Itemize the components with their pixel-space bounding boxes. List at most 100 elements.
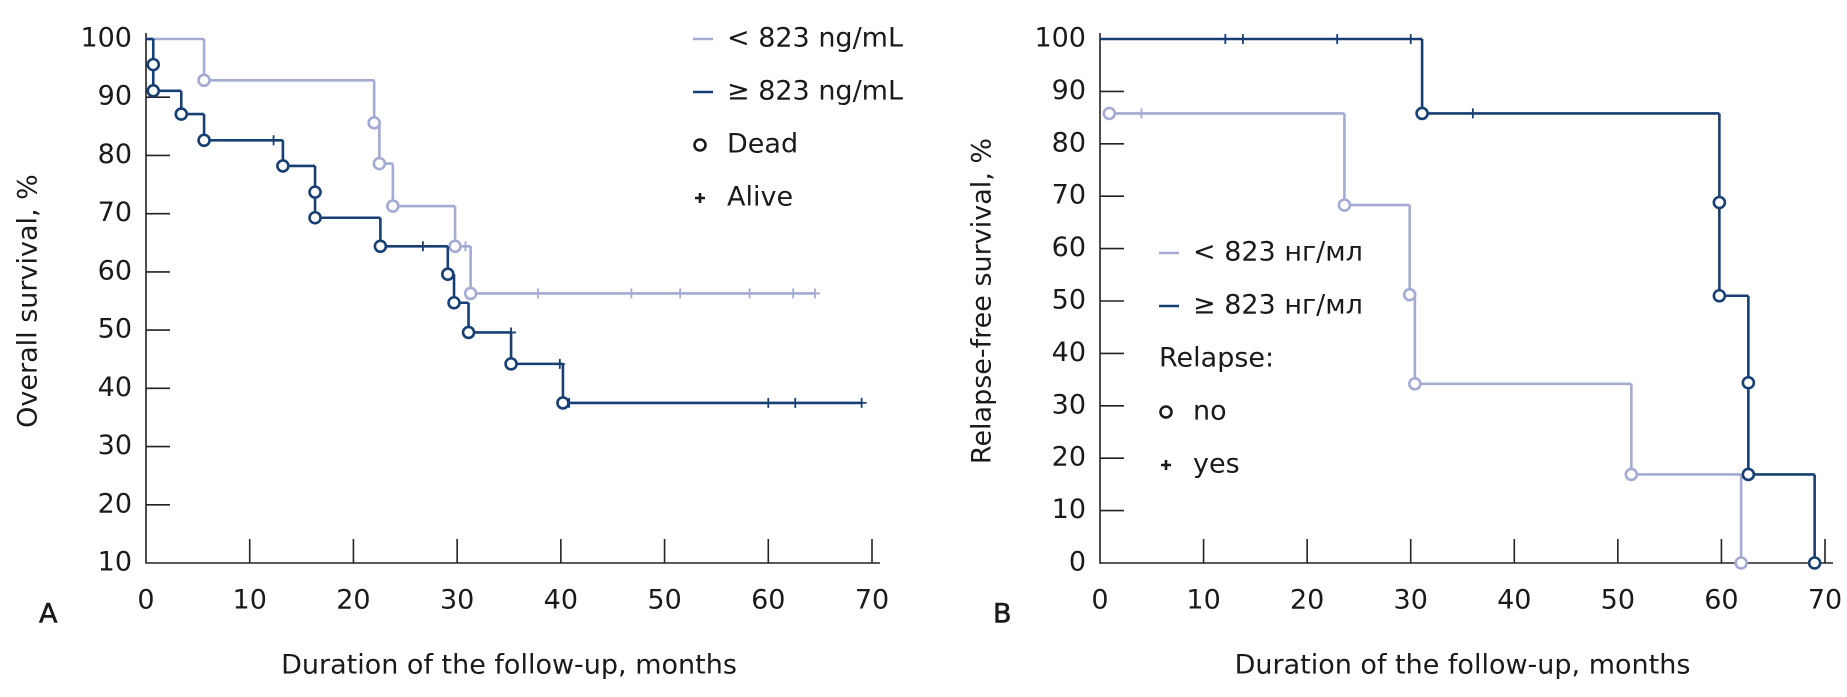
survival-step — [1630, 383, 1742, 476]
dead-marker — [372, 156, 387, 171]
x-tick-label: 60 — [751, 585, 785, 616]
dead-marker — [1408, 376, 1422, 391]
dead-marker — [146, 57, 161, 72]
legend-label: ≥ 823 ng/mL — [727, 76, 903, 107]
y-tick-label: 60 — [98, 255, 132, 286]
alive-marker — [790, 397, 801, 408]
dead-marker — [308, 210, 322, 225]
dead-marker — [1159, 405, 1173, 419]
dead-marker — [556, 396, 570, 410]
alive-marker — [1136, 108, 1147, 119]
dead-marker — [447, 295, 461, 310]
dead-marker — [441, 267, 455, 282]
x-tick-label: 60 — [1704, 585, 1738, 616]
survival-step — [561, 363, 862, 405]
dead-marker — [1102, 106, 1117, 121]
y-tick-label: 90 — [1052, 75, 1086, 106]
y-tick-label: 30 — [98, 430, 132, 461]
y-tick-label: 50 — [1052, 285, 1086, 316]
legend-label: Dead — [727, 129, 798, 160]
alive-marker — [554, 358, 565, 369]
dead-marker — [197, 73, 211, 88]
x-tick-label: 40 — [544, 585, 578, 616]
survival-step — [1718, 202, 1749, 298]
y-tick-label: 100 — [1034, 23, 1086, 54]
dead-marker — [693, 138, 707, 152]
x-tick-label: 70 — [1808, 585, 1842, 616]
y-tick-label: 40 — [1052, 337, 1086, 368]
dead-marker — [367, 116, 381, 130]
y-tick-label: 70 — [98, 197, 132, 228]
alive-marker — [809, 288, 820, 299]
dead-marker — [1415, 106, 1429, 121]
survival-step — [391, 163, 456, 208]
dead-marker — [1741, 375, 1756, 390]
x-tick-label: 50 — [1601, 585, 1635, 616]
dead-marker — [1624, 467, 1639, 482]
axis-line — [1099, 33, 1833, 564]
survival-step — [1343, 113, 1410, 207]
y-tick-label: 10 — [98, 547, 132, 578]
survival-step — [313, 192, 381, 220]
alive-marker — [1332, 34, 1343, 44]
legend-label: no — [1193, 396, 1227, 427]
legend-label: ≥ 823 нг/мл — [1193, 290, 1363, 321]
alive-marker — [695, 193, 705, 203]
alive-marker — [1220, 34, 1231, 44]
x-axis-label: Duration of the follow-up, months — [1235, 650, 1691, 681]
alive-marker — [268, 135, 279, 146]
legend-label: < 823 нг/мл — [1193, 237, 1363, 268]
dead-marker — [504, 357, 518, 371]
panel-label: A — [39, 599, 58, 630]
y-tick-label: 20 — [1052, 442, 1086, 473]
x-tick-label: 0 — [1091, 585, 1108, 616]
x-tick-label: 40 — [1497, 585, 1531, 616]
survival-step — [467, 302, 512, 334]
y-axis-label: Relapse-free survival, % — [967, 138, 998, 464]
x-tick-label: 20 — [336, 585, 370, 616]
legend-label: Alive — [727, 182, 793, 213]
y-tick-label: 100 — [80, 23, 132, 54]
legend-label: yes — [1193, 449, 1240, 480]
dead-marker — [461, 325, 476, 340]
survival-step — [202, 39, 375, 82]
alive-marker — [1161, 460, 1171, 470]
legend-label: < 823 ng/mL — [727, 23, 903, 54]
dead-marker — [1741, 467, 1756, 482]
dead-marker — [463, 286, 478, 301]
alive-marker — [856, 397, 867, 408]
dead-marker — [276, 159, 290, 173]
alive-marker — [533, 288, 544, 299]
x-tick-label: 30 — [440, 585, 474, 616]
survival-step — [379, 217, 448, 248]
y-tick-label: 70 — [1052, 180, 1086, 211]
dead-marker — [308, 185, 322, 199]
alive-marker — [626, 288, 637, 299]
panel-label: B — [993, 599, 1012, 630]
x-tick-label: 20 — [1290, 585, 1324, 616]
dead-marker — [1337, 198, 1352, 212]
dead-marker — [174, 107, 189, 121]
y-tick-label: 20 — [98, 488, 132, 519]
x-axis-label: Duration of the follow-up, months — [281, 650, 737, 681]
y-tick-label: 80 — [1052, 127, 1086, 158]
survival-step — [1747, 382, 1815, 476]
alive-marker — [460, 241, 471, 252]
alive-marker — [417, 241, 428, 252]
survival-step — [1408, 205, 1415, 297]
survival-step — [1420, 39, 1720, 115]
survival-step — [202, 114, 283, 142]
x-tick-label: 0 — [137, 585, 154, 616]
dead-marker — [197, 133, 211, 148]
dead-marker — [386, 199, 400, 213]
y-tick-label: 30 — [1052, 389, 1086, 420]
survival-step — [1413, 294, 1632, 386]
x-tick-label: 30 — [1394, 585, 1428, 616]
y-tick-label: 40 — [98, 372, 132, 403]
dead-marker — [146, 84, 161, 98]
y-tick-label: 60 — [1052, 232, 1086, 263]
y-tick-label: 50 — [98, 314, 132, 345]
alive-marker — [788, 288, 799, 299]
survival-step — [469, 246, 815, 295]
